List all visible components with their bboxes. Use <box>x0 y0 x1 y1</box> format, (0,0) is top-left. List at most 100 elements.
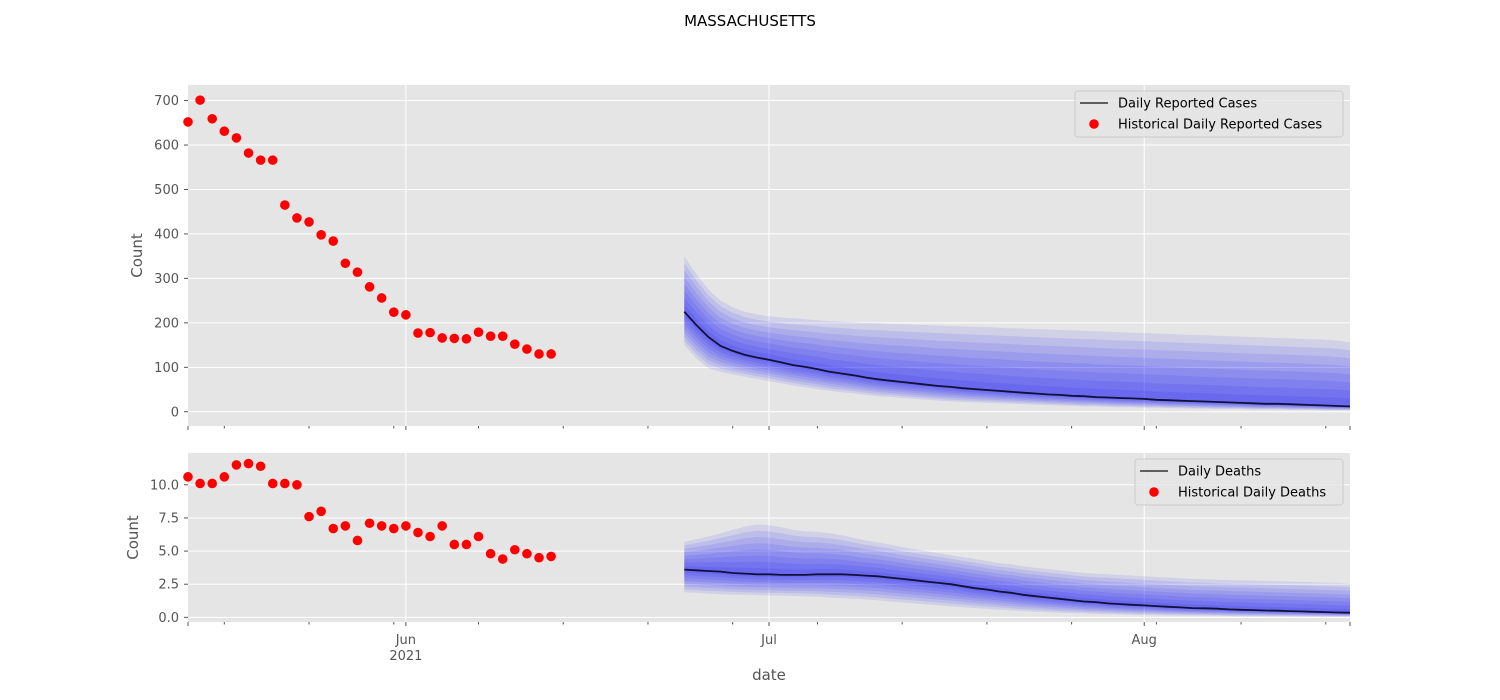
y-tick-label: 700 <box>154 94 179 109</box>
historical-point <box>449 539 460 550</box>
historical-point <box>352 267 363 277</box>
historical-point <box>425 531 435 542</box>
y-tick-label: 100 <box>154 361 179 376</box>
historical-point <box>461 539 472 550</box>
historical-point <box>437 521 447 531</box>
cases-panel: 0 100 200 300 400 500 600 700 Count Daily Reporte… <box>128 85 1351 430</box>
historical-point <box>376 293 387 303</box>
historical-point <box>522 344 532 354</box>
forecast-band <box>684 555 1350 615</box>
y-tick-label: 200 <box>154 316 179 331</box>
y-tick-label: 7.5 <box>158 511 179 526</box>
legend-label-line: Daily Reported Cases <box>1118 97 1257 112</box>
historical-point <box>195 478 205 489</box>
historical-point <box>231 460 242 470</box>
x-tick-label: Jul <box>760 633 777 648</box>
historical-point <box>485 548 496 559</box>
historical-point <box>401 521 411 531</box>
historical-point <box>425 327 435 338</box>
y-axis-label: Count <box>128 233 146 278</box>
historical-point <box>231 133 242 143</box>
forecast-band <box>684 290 1350 408</box>
historical-point <box>546 551 556 562</box>
historical-point <box>280 200 290 210</box>
historical-point <box>510 339 520 349</box>
historical-point <box>292 480 302 490</box>
legend-box <box>1074 90 1344 138</box>
historical-point <box>497 554 508 564</box>
legend-box <box>1134 458 1344 506</box>
historical-point <box>437 333 447 343</box>
y-tick-label: 500 <box>154 183 179 198</box>
historical-point <box>183 472 193 482</box>
historical-point <box>352 535 363 546</box>
forecast-band <box>684 263 1350 410</box>
historical-point <box>473 327 484 337</box>
forecast-band <box>684 543 1350 616</box>
figure-title: MASSACHUSETTS <box>684 12 816 30</box>
forecast-band <box>684 256 1350 411</box>
historical-point <box>267 478 278 489</box>
historical-point <box>473 531 484 542</box>
y-tick-label: 0 <box>171 405 179 420</box>
historical-point <box>183 117 193 127</box>
forecast-band <box>684 277 1350 409</box>
y-tick-label: 10.0 <box>150 478 179 493</box>
historical-point <box>364 282 375 292</box>
forecast-band <box>684 549 1350 615</box>
historical-point <box>255 155 266 165</box>
legend-label-scatter: Historical Daily Reported Cases <box>1118 118 1322 133</box>
historical-point <box>267 155 278 165</box>
historical-point <box>449 333 460 344</box>
forecast-area <box>684 524 1350 617</box>
historical-point <box>316 230 326 240</box>
legend-label-line: Daily Deaths <box>1178 465 1261 480</box>
y-tick-label: 300 <box>154 272 179 287</box>
historical-point <box>413 328 423 338</box>
y-tick-label: 2.5 <box>158 578 179 593</box>
historical-point <box>340 521 351 531</box>
historical-point <box>413 527 423 538</box>
historical-point <box>461 334 472 344</box>
historical-point <box>340 258 351 269</box>
forecast-median-line <box>683 311 1350 408</box>
forecast-band <box>684 530 1350 617</box>
legend-point-swatch <box>1089 119 1099 129</box>
historical-point <box>304 511 314 522</box>
historical-point <box>219 472 230 482</box>
historical-point <box>534 552 544 563</box>
historical-point <box>316 506 326 517</box>
x-tick-sublabel: 2021 <box>389 649 422 664</box>
historical-point <box>328 523 339 534</box>
x-tick-label: Jun <box>395 633 416 648</box>
historical-point <box>328 236 339 246</box>
historical-point <box>304 217 314 227</box>
historical-point <box>522 548 532 559</box>
historical-point <box>376 521 387 531</box>
historical-point <box>292 213 302 223</box>
forecast-band <box>684 524 1350 617</box>
historical-point <box>546 349 556 359</box>
forecast-area <box>683 256 1350 411</box>
x-tick-label: Aug <box>1132 633 1157 648</box>
forecast-median-line <box>684 568 1350 614</box>
y-tick-label: 5.0 <box>158 545 179 560</box>
historical-point <box>243 458 254 469</box>
legend-label-scatter: Historical Daily Deaths <box>1178 486 1326 501</box>
forecast-band <box>684 297 1350 408</box>
historical-point <box>207 478 218 489</box>
y-tick-label: 600 <box>154 139 179 154</box>
historical-point <box>364 518 375 529</box>
historical-point <box>388 307 399 317</box>
historical-point <box>401 310 411 320</box>
y-axis-label: Count <box>124 515 142 560</box>
historical-point <box>243 148 254 158</box>
historical-point <box>485 331 496 341</box>
historical-point <box>207 113 218 124</box>
historical-point <box>510 544 520 555</box>
forecast-band <box>684 537 1350 616</box>
historical-point <box>497 331 508 341</box>
forecast-band <box>684 284 1350 409</box>
